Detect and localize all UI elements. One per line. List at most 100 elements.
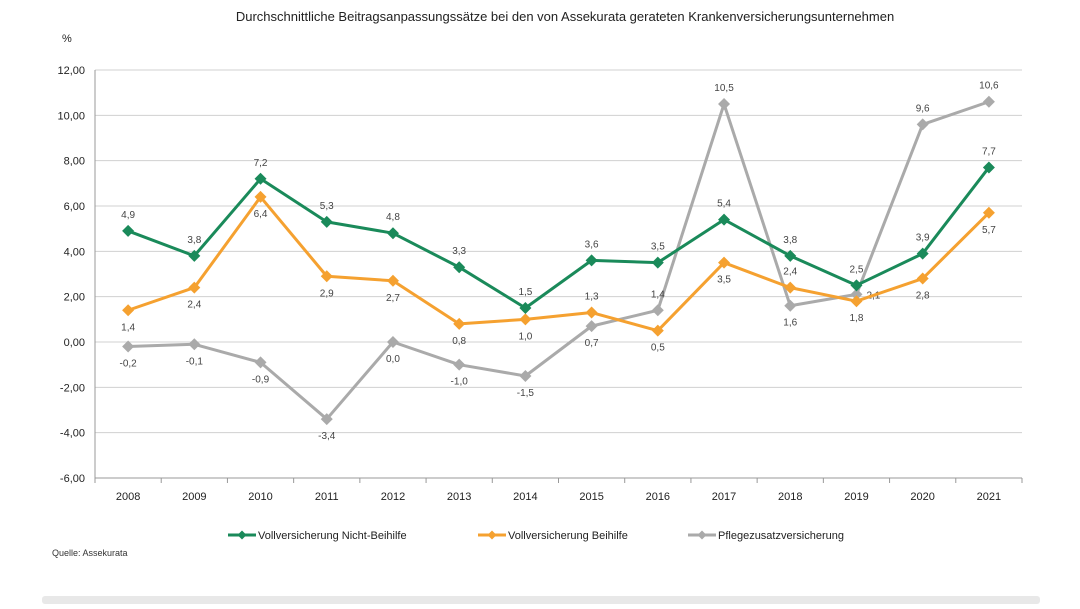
data-point (386, 274, 399, 287)
data-label: 2,7 (386, 293, 400, 304)
series-pflegezusatzversicherung: -0,2 -0,1 -0,9 -3,4 0,0 -1,0 -1,5 0,7 1,4 10,5 1,6… (119, 81, 999, 442)
data-label: 10,6 (979, 81, 999, 92)
data-label: 7,2 (254, 158, 268, 169)
data-point (850, 288, 863, 301)
y-tick-label: -2,00 (60, 382, 85, 394)
data-point (784, 249, 797, 262)
data-point (254, 190, 267, 203)
x-tick-label: 2020 (910, 491, 934, 503)
data-label: 5,4 (717, 199, 731, 210)
data-point (122, 340, 135, 353)
y-tick-label: -6,00 (60, 473, 85, 485)
series-line (128, 100, 990, 421)
y-tick-label: 10,00 (57, 110, 85, 122)
data-label: 0,7 (585, 338, 599, 349)
data-label: 2,5 (850, 264, 864, 275)
data-point (320, 413, 333, 426)
data-label: 6,4 (254, 209, 268, 220)
data-label: -3,4 (318, 431, 336, 442)
x-tick-label: 2015 (579, 491, 603, 503)
y-axis-label: % (62, 33, 72, 45)
x-tick-label: 2010 (248, 491, 272, 503)
data-label: 2,4 (187, 300, 201, 311)
legend-label: Pflegezusatzversicherung (718, 530, 844, 542)
data-point (916, 247, 929, 260)
data-label: 9,6 (916, 103, 930, 114)
x-tick-label: 2017 (712, 491, 736, 503)
data-label: 3,3 (452, 246, 466, 257)
data-point (254, 356, 267, 369)
x-tick-label: 2008 (116, 491, 140, 503)
data-label: 3,8 (187, 235, 201, 246)
legend-marker (487, 530, 497, 540)
source-note: Quelle: Assekurata (52, 548, 128, 558)
data-point (519, 370, 532, 382)
data-point (784, 281, 797, 294)
chart-title: Durchschnittliche Beitragsanpassungssätz… (236, 9, 894, 24)
legend-item: Vollversicherung Nicht-Beihilfe (228, 530, 407, 542)
data-label: -1,5 (517, 388, 535, 399)
x-tick-label: 2014 (513, 491, 537, 503)
data-point (916, 118, 929, 131)
data-label: 5,3 (320, 201, 334, 212)
legend-item: Vollversicherung Beihilfe (478, 530, 628, 542)
legend-marker (697, 530, 707, 540)
data-point (850, 279, 863, 292)
data-point (386, 336, 399, 348)
data-point (519, 313, 532, 326)
data-label: 1,6 (783, 318, 797, 329)
data-point (519, 302, 532, 314)
data-point (188, 249, 201, 262)
data-point (651, 324, 664, 337)
data-point (651, 304, 664, 317)
data-point (982, 206, 995, 219)
x-tick-label: 2016 (646, 491, 670, 503)
data-point (320, 215, 333, 228)
data-label: 4,9 (121, 210, 135, 221)
data-point (188, 281, 201, 294)
data-label: 2,4 (783, 267, 797, 278)
x-tick-label: 2013 (447, 491, 471, 503)
data-label: 0,8 (452, 336, 466, 347)
data-label: -0,1 (186, 356, 204, 367)
x-tick-label: 2011 (315, 491, 339, 503)
data-label: 3,5 (651, 242, 665, 253)
data-point (585, 254, 598, 267)
series-line (127, 195, 990, 333)
data-point (718, 256, 731, 269)
x-tick-label: 2009 (182, 491, 206, 503)
data-label: -1,0 (451, 377, 469, 388)
x-tick-label: 2012 (381, 491, 405, 503)
y-tick-label: 4,00 (64, 246, 85, 258)
data-point (122, 304, 135, 317)
legend-label: Vollversicherung Beihilfe (508, 530, 628, 542)
data-label: 4,8 (386, 212, 400, 223)
data-point (122, 224, 135, 237)
data-point (453, 317, 466, 330)
data-label: 1,0 (518, 331, 532, 342)
data-label: 3,5 (717, 275, 731, 286)
data-point (188, 338, 201, 351)
data-label: 1,4 (651, 289, 665, 300)
data-point (651, 256, 664, 269)
series-vollversicherung-nicht-beihilfe: 4,9 3,8 7,2 5,3 4,8 3,3 1,5 3,6 3,5 5,4 3,8 2,5 3,9 7… (121, 146, 996, 314)
y-tick-label: 2,00 (64, 292, 85, 304)
data-label: 3,9 (916, 233, 930, 244)
scrollbar[interactable] (42, 596, 1040, 604)
data-label: 1,8 (850, 313, 864, 324)
y-tick-label: 6,00 (64, 201, 85, 213)
data-point (320, 270, 333, 283)
data-label: 2,8 (916, 291, 930, 302)
data-label: -0,9 (252, 374, 270, 385)
data-point (784, 299, 797, 312)
data-label: 7,7 (982, 146, 996, 157)
data-point (453, 261, 466, 274)
legend-item: Pflegezusatzversicherung (688, 530, 844, 542)
y-tick-label: 8,00 (64, 156, 85, 168)
data-point (386, 227, 399, 240)
data-point (453, 358, 466, 371)
x-tick-label: 2021 (977, 491, 1001, 503)
data-label: 0,0 (386, 354, 400, 365)
data-point (850, 295, 863, 308)
